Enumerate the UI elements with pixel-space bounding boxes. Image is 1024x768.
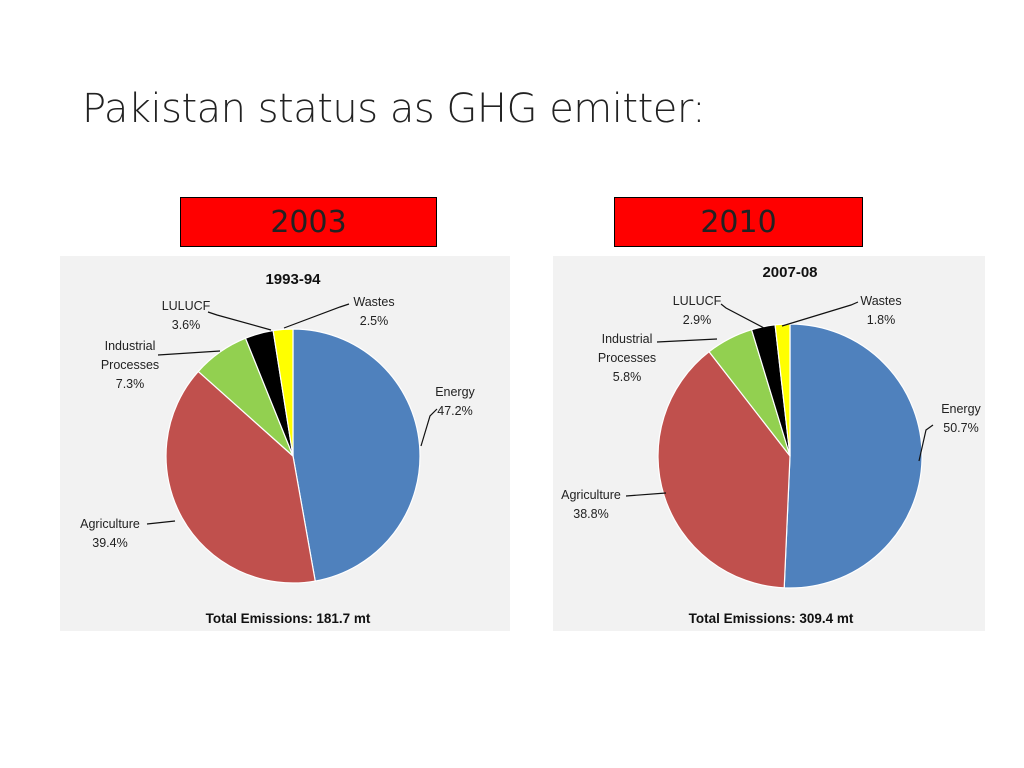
pie-category-label: Agriculture [561, 488, 621, 502]
pie-category-label: Energy [435, 385, 475, 399]
pie-label-industrial-processes: Industrial Processes 5.8% [598, 332, 656, 384]
year-box-2010: 2010 [614, 197, 863, 247]
leader-line-industrial-processes [656, 338, 718, 343]
pie-label-wastes: Wastes 1.8% [860, 294, 901, 327]
leader-line-agriculture [625, 492, 667, 497]
leader-line-industrial-processes [157, 350, 221, 356]
pie-label-agriculture: Agriculture 38.8% [561, 488, 621, 521]
year-label-left: 2003 [270, 204, 347, 240]
pie-slice-energy [783, 323, 923, 589]
pie-category-label: Processes [101, 358, 159, 372]
pie-category-label: Industrial [602, 332, 653, 346]
pie-category-label: Energy [941, 402, 981, 416]
pie-category-label: Wastes [353, 295, 394, 309]
pie-value-label: 39.4% [92, 536, 127, 550]
leader-line-wastes [781, 301, 859, 327]
total-emissions-label: Total Emissions: 309.4 mt [689, 611, 854, 626]
year-box-2003: 2003 [180, 197, 437, 247]
pie-label-lulucf: LULUCF 2.9% [673, 294, 722, 327]
leader-line-energy [420, 408, 438, 447]
pie-value-label: 50.7% [943, 421, 978, 435]
pie-label-wastes: Wastes 2.5% [353, 295, 394, 328]
pie-label-energy: Energy 50.7% [941, 402, 981, 435]
pie-category-label: LULUCF [162, 299, 211, 313]
pie-slice-wastes [272, 328, 294, 457]
pie-category-label: Agriculture [80, 517, 140, 531]
pie-value-label: 47.2% [437, 404, 472, 418]
pie-chart-1993-94: 1993-94 Energy 47.2% Agriculture 39.4% Indust… [60, 256, 510, 631]
pie-slice-agriculture [657, 350, 791, 589]
pie-value-label: 7.3% [116, 377, 145, 391]
leader-line-energy [918, 424, 934, 462]
pie-label-lulucf: LULUCF 3.6% [162, 299, 211, 332]
pie-category-label: Industrial [105, 339, 156, 353]
year-label-right: 2010 [700, 204, 777, 240]
pie-slice-energy [292, 328, 421, 582]
pie-chart-svg: 1993-94 Energy 47.2% Agriculture 39.4% Indust… [80, 271, 475, 626]
pie-category-label: LULUCF [673, 294, 722, 308]
pie-label-industrial-processes: Industrial Processes 7.3% [101, 339, 159, 391]
pie-value-label: 2.5% [360, 314, 389, 328]
pie-value-label: 38.8% [573, 507, 608, 521]
pie-category-label: Wastes [860, 294, 901, 308]
leader-line-wastes [283, 303, 350, 329]
pie-value-label: 3.6% [172, 318, 201, 332]
pie-value-label: 2.9% [683, 313, 712, 327]
pie-label-energy: Energy 47.2% [435, 385, 475, 418]
pie-chart-2007-08: 2007-08 Energy 50.7% Agriculture 38.8% Indust… [553, 256, 985, 631]
pie-category-label: Processes [598, 351, 656, 365]
pie-chart-svg: 2007-08 Energy 50.7% Agriculture 38.8% Indust… [561, 264, 981, 626]
chart-title: 2007-08 [762, 264, 817, 281]
leader-line-lulucf [207, 311, 272, 331]
chart-title: 1993-94 [265, 271, 321, 288]
pie-slice-agriculture [165, 370, 316, 584]
leader-line-agriculture [146, 520, 176, 525]
total-emissions-label: Total Emissions: 181.7 mt [206, 611, 371, 626]
pie-label-agriculture: Agriculture 39.4% [80, 517, 140, 550]
pie-value-label: 5.8% [613, 370, 642, 384]
leader-line-lulucf [720, 303, 765, 329]
pie-value-label: 1.8% [867, 313, 896, 327]
slide-title: Pakistan status as GHG emitter: [82, 86, 706, 132]
